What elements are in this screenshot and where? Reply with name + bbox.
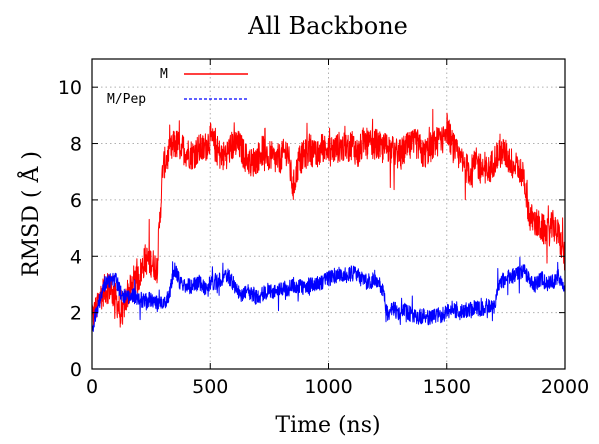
y-tick-label: 4 <box>70 246 82 268</box>
legend-label-m: M <box>160 67 168 82</box>
legend-label-m-pep: M/Pep <box>107 92 146 107</box>
y-tick-label: 10 <box>58 77 82 99</box>
x-tick-label: 0 <box>86 376 98 398</box>
y-tick-label: 0 <box>70 359 82 381</box>
series-line-m-pep <box>91 256 566 332</box>
y-axis-label: RMSD ( Å ) <box>16 151 44 277</box>
x-axis-label: Time (ns) <box>275 413 380 438</box>
tick-layer: 0 500 1000 1500 2000 0 2 4 6 8 10 <box>58 59 589 398</box>
y-tick-label: 6 <box>70 190 82 212</box>
series-line-m <box>91 108 566 328</box>
chart-title: All Backbone <box>247 12 408 40</box>
x-tick-label: 1500 <box>423 376 471 398</box>
grid-layer <box>92 59 565 369</box>
x-tick-label: 2000 <box>541 376 589 398</box>
series-layer <box>91 108 566 332</box>
legend: M M/Pep <box>107 67 248 107</box>
y-tick-label: 2 <box>70 303 82 325</box>
y-tick-label: 8 <box>70 134 82 156</box>
x-tick-label: 1000 <box>304 376 352 398</box>
x-tick-label: 500 <box>192 376 228 398</box>
